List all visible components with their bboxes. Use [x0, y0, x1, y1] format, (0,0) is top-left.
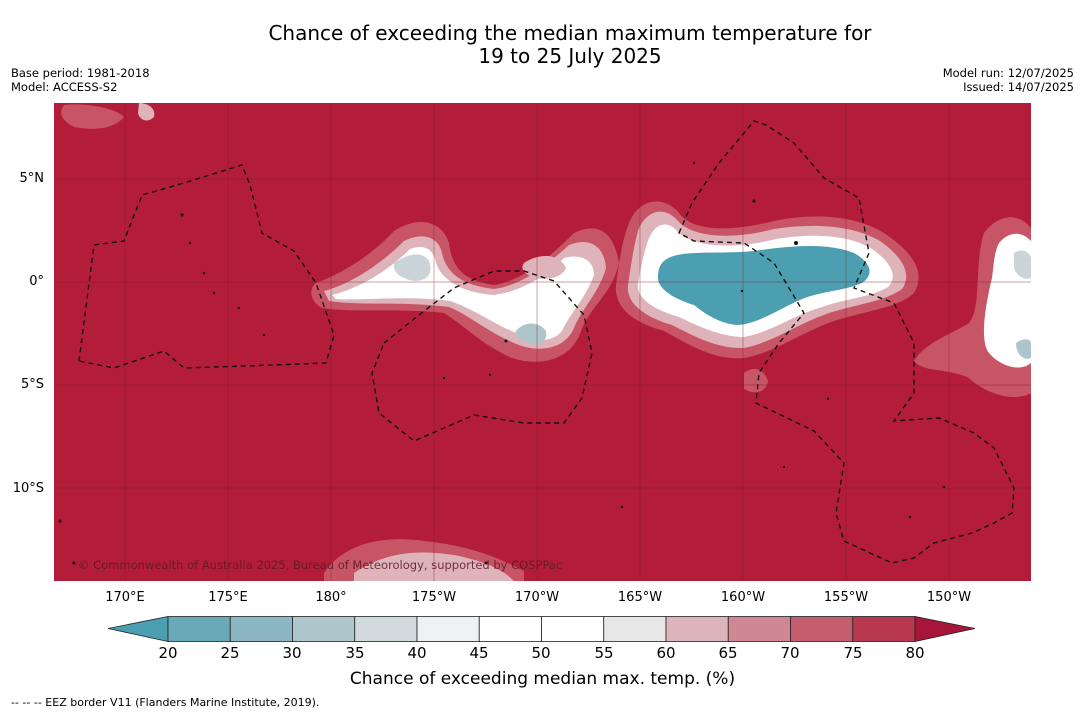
colorbar — [108, 616, 976, 642]
island-markers — [58, 161, 946, 565]
map-panel: © Commonwealth of Australia 2025, Bureau… — [54, 103, 1031, 581]
colorbar-bins — [108, 616, 976, 642]
map-graphic — [54, 103, 1031, 581]
chart-title: Chance of exceeding the median maximum t… — [0, 22, 1085, 68]
lat-label-10s: 10°S — [12, 481, 44, 496]
lon-label-150w: 150°W — [926, 590, 972, 605]
colorbar-tick: 75 — [843, 644, 863, 662]
title-line-2: 19 to 25 July 2025 — [478, 44, 662, 68]
colorbar-bin — [292, 616, 356, 642]
model-run: Model run: 12/07/2025 — [942, 66, 1074, 80]
colorbar-tick: 35 — [345, 644, 365, 662]
colorbar-tick: 65 — [718, 644, 738, 662]
lat-label-0: 0° — [29, 274, 44, 289]
anomaly-fields — [61, 103, 1031, 581]
lon-label-170w: 170°W — [514, 590, 560, 605]
lat-label-5n: 5°N — [19, 171, 45, 186]
model-name: Model: ACCESS-S2 — [11, 80, 118, 94]
lon-label-175w: 175°W — [411, 590, 457, 605]
colorbar-extend-high — [914, 616, 976, 642]
lon-label-170e: 170°E — [105, 590, 145, 605]
colorbar-extend-low — [108, 616, 169, 642]
colorbar-bin — [727, 616, 791, 642]
eez-borders — [78, 120, 1015, 564]
graticule — [54, 103, 1031, 581]
colorbar-bin — [665, 616, 729, 642]
colorbar-tick: 45 — [469, 644, 489, 662]
colorbar-bin — [790, 616, 854, 642]
meta-right: Model run: 12/07/2025 Issued: 14/07/2025 — [943, 66, 1074, 94]
title-line-1: Chance of exceeding the median maximum t… — [268, 21, 872, 45]
colorbar-tick: 30 — [282, 644, 302, 662]
lon-label-155w: 155°W — [823, 590, 869, 605]
lon-label-160w: 160°W — [720, 590, 766, 605]
colorbar-bin — [478, 616, 542, 642]
copyright-notice: © Commonwealth of Australia 2025, Bureau… — [78, 558, 563, 572]
colorbar-label: Chance of exceeding median max. temp. (%… — [349, 669, 736, 689]
lon-label-180: 180° — [315, 590, 347, 605]
lat-label-5s: 5°S — [20, 377, 44, 392]
eez-footnote: -- -- -- EEZ border V11 (Flanders Marine… — [11, 696, 320, 709]
colorbar-tick: 25 — [220, 644, 240, 662]
colorbar-bin — [229, 616, 293, 642]
colorbar-bin — [416, 616, 480, 642]
colorbar-tick: 70 — [780, 644, 800, 662]
colorbar-bin — [354, 616, 418, 642]
colorbar-bin — [852, 616, 916, 642]
base-period: Base period: 1981-2018 — [11, 66, 150, 80]
colorbar-tick: 20 — [158, 644, 178, 662]
colorbar-tick: 50 — [531, 644, 551, 662]
colorbar-bin — [167, 616, 231, 642]
colorbar-tick: 40 — [407, 644, 427, 662]
issued-date: Issued: 14/07/2025 — [963, 80, 1074, 94]
colorbar-tick: 55 — [594, 644, 614, 662]
colorbar-bin — [541, 616, 605, 642]
colorbar-tick: 60 — [656, 644, 676, 662]
colorbar-bin — [603, 616, 667, 642]
lon-label-165w: 165°W — [617, 590, 663, 605]
lon-label-175e: 175°E — [208, 590, 248, 605]
meta-left: Base period: 1981-2018 Model: ACCESS-S2 — [11, 66, 150, 94]
colorbar-tick: 80 — [905, 644, 925, 662]
